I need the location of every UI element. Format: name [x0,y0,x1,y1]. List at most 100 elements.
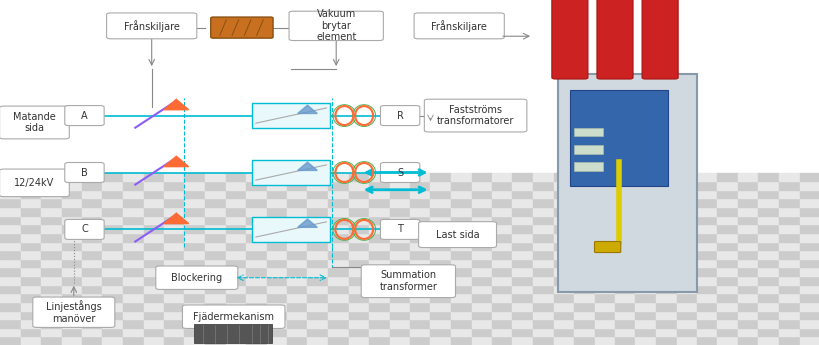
Bar [512,241,532,250]
Bar [123,241,143,250]
Bar [266,328,287,336]
Bar [778,181,799,190]
Bar [573,198,594,207]
Bar [594,328,614,336]
FancyBboxPatch shape [573,162,602,171]
Bar [41,293,61,302]
Bar [246,285,266,293]
Bar [0,172,20,181]
Bar [369,216,389,224]
Bar [430,267,450,276]
Bar [717,224,737,233]
Bar [123,190,143,198]
FancyBboxPatch shape [596,0,632,79]
Bar [369,241,389,250]
Bar [594,267,614,276]
Bar [389,267,410,276]
Bar [717,233,737,242]
Bar [41,285,61,293]
Bar [553,181,573,190]
Bar [389,198,410,207]
Bar [20,319,41,328]
Bar [594,285,614,293]
Bar [307,233,328,242]
Bar [61,224,82,233]
Bar [20,190,41,198]
Bar [61,172,82,181]
Bar [676,267,696,276]
Bar [614,216,635,224]
Bar [778,319,799,328]
Bar [737,285,758,293]
Bar [778,328,799,336]
Bar [369,172,389,181]
Bar [594,336,614,345]
Bar [307,207,328,216]
Bar [307,259,328,267]
Bar [676,224,696,233]
Bar [532,224,553,233]
Bar [0,181,20,190]
Bar [696,233,717,242]
Bar [328,216,348,224]
Bar [389,302,410,310]
Bar [655,181,676,190]
Bar [307,285,328,293]
FancyBboxPatch shape [65,219,104,239]
Bar [328,276,348,285]
Bar [799,198,819,207]
FancyBboxPatch shape [65,162,104,183]
Bar [41,310,61,319]
Bar [164,285,184,293]
Bar [266,336,287,345]
Bar [102,207,123,216]
Bar [328,267,348,276]
Bar [225,233,246,242]
Bar [123,224,143,233]
Bar [225,276,246,285]
Bar [594,259,614,267]
Bar [389,233,410,242]
Bar [737,250,758,259]
Bar [717,181,737,190]
Bar [491,267,512,276]
Bar [430,259,450,267]
Bar [20,198,41,207]
Bar [594,207,614,216]
Bar [246,276,266,285]
FancyBboxPatch shape [252,217,329,242]
Bar [0,198,20,207]
Bar [450,267,471,276]
FancyBboxPatch shape [551,0,587,79]
Bar [82,276,102,285]
Bar [573,302,594,310]
Bar [266,224,287,233]
Bar [102,181,123,190]
Bar [696,285,717,293]
Bar [410,276,430,285]
Bar [266,198,287,207]
Bar [737,224,758,233]
Bar [614,172,635,181]
Bar [553,310,573,319]
Bar [102,285,123,293]
Bar [102,259,123,267]
Bar [123,302,143,310]
Bar [799,207,819,216]
Bar [41,224,61,233]
Bar [778,224,799,233]
Bar [143,302,164,310]
Bar [471,250,491,259]
Bar [410,224,430,233]
Bar [450,276,471,285]
FancyBboxPatch shape [65,106,104,126]
Bar [389,293,410,302]
Bar [758,302,778,310]
Bar [737,190,758,198]
Bar [799,181,819,190]
Bar [123,328,143,336]
Bar [491,224,512,233]
Bar [676,276,696,285]
Bar [655,319,676,328]
Bar [532,216,553,224]
